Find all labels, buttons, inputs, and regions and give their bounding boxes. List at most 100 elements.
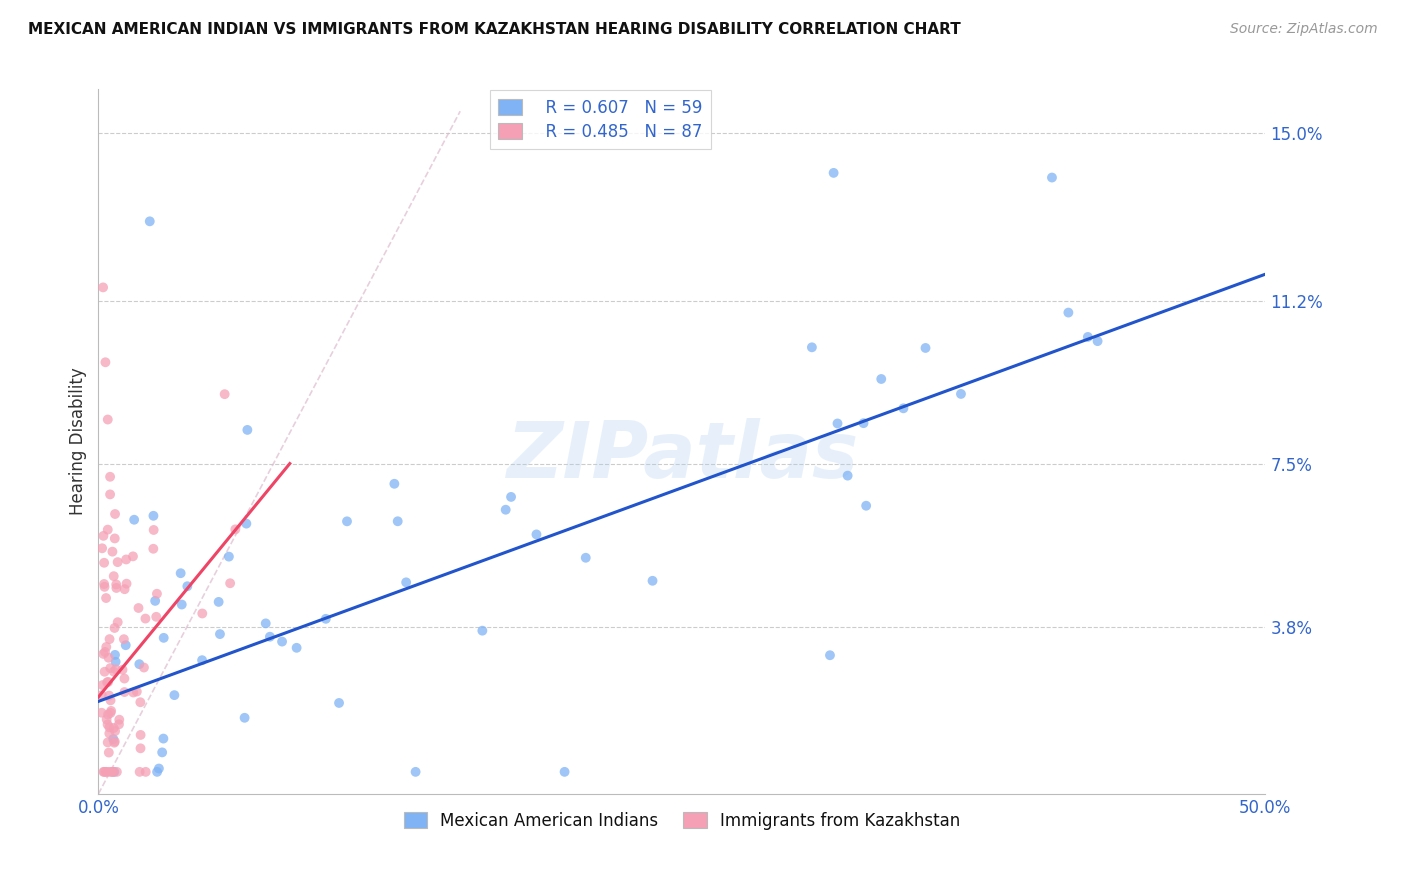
- Point: [105, 581, 128, 595]
- Point: [94, 355, 117, 369]
- Point: [818, 648, 841, 663]
- Point: [236, 423, 259, 437]
- Point: [163, 688, 186, 702]
- Point: [103, 721, 125, 735]
- Point: [395, 575, 418, 590]
- Point: [146, 587, 169, 601]
- Point: [100, 764, 122, 779]
- Point: [495, 502, 517, 516]
- Text: Source: ZipAtlas.com: Source: ZipAtlas.com: [1230, 22, 1378, 37]
- Point: [103, 665, 125, 679]
- Point: [105, 764, 128, 779]
- Point: [114, 685, 136, 699]
- Y-axis label: Hearing Disability: Hearing Disability: [69, 368, 87, 516]
- Point: [575, 550, 598, 565]
- Point: [142, 508, 165, 523]
- Point: [554, 764, 576, 779]
- Point: [104, 724, 127, 739]
- Point: [97, 707, 120, 722]
- Point: [259, 630, 281, 644]
- Point: [100, 706, 122, 720]
- Point: [827, 417, 849, 431]
- Point: [104, 655, 127, 669]
- Point: [218, 549, 240, 564]
- Point: [98, 469, 121, 483]
- Point: [914, 341, 936, 355]
- Point: [143, 594, 166, 608]
- Point: [104, 507, 127, 521]
- Point: [90, 688, 112, 702]
- Point: [135, 764, 157, 779]
- Point: [97, 650, 120, 665]
- Point: [98, 726, 121, 740]
- Point: [96, 640, 118, 654]
- Point: [145, 610, 167, 624]
- Point: [115, 576, 138, 591]
- Point: [170, 566, 193, 581]
- Point: [208, 627, 231, 641]
- Point: [191, 607, 214, 621]
- Point: [128, 657, 150, 672]
- Point: [315, 612, 337, 626]
- Point: [855, 499, 877, 513]
- Point: [94, 645, 117, 659]
- Point: [93, 529, 115, 543]
- Point: [148, 762, 170, 776]
- Point: [122, 685, 145, 699]
- Point: [1087, 334, 1109, 348]
- Point: [103, 569, 125, 583]
- Point: [91, 647, 114, 661]
- Point: [122, 549, 145, 564]
- Point: [96, 675, 118, 690]
- Point: [96, 713, 118, 727]
- Point: [128, 601, 150, 615]
- Point: [219, 576, 242, 591]
- Point: [97, 764, 120, 779]
- Point: [100, 704, 122, 718]
- Point: [108, 717, 131, 731]
- Point: [97, 735, 120, 749]
- Point: [90, 706, 112, 720]
- Point: [101, 764, 124, 779]
- Point: [499, 490, 522, 504]
- Point: [139, 214, 162, 228]
- Point: [387, 514, 409, 528]
- Point: [1057, 305, 1080, 319]
- Point: [125, 684, 148, 698]
- Point: [91, 280, 114, 294]
- Point: [94, 591, 117, 605]
- Point: [405, 764, 427, 779]
- Point: [93, 556, 115, 570]
- Point: [93, 665, 115, 679]
- Point: [93, 764, 115, 779]
- Point: [949, 387, 972, 401]
- Point: [134, 611, 156, 625]
- Point: [97, 746, 120, 760]
- Text: MEXICAN AMERICAN INDIAN VS IMMIGRANTS FROM KAZAKHSTAN HEARING DISABILITY CORRELA: MEXICAN AMERICAN INDIAN VS IMMIGRANTS FR…: [28, 22, 960, 37]
- Point: [800, 340, 823, 354]
- Point: [98, 689, 121, 703]
- Point: [103, 764, 125, 779]
- Point: [108, 713, 131, 727]
- Point: [101, 544, 124, 558]
- Point: [104, 532, 127, 546]
- Point: [107, 615, 129, 630]
- Point: [115, 552, 138, 566]
- Point: [105, 577, 128, 591]
- Point: [152, 731, 174, 746]
- Point: [98, 632, 121, 646]
- Text: ZIPatlas: ZIPatlas: [506, 417, 858, 493]
- Point: [285, 640, 308, 655]
- Point: [526, 527, 548, 541]
- Point: [114, 582, 136, 597]
- Point: [1040, 170, 1063, 185]
- Point: [271, 634, 294, 648]
- Legend: Mexican American Indians, Immigrants from Kazakhstan: Mexican American Indians, Immigrants fro…: [395, 804, 969, 838]
- Point: [94, 764, 117, 779]
- Point: [1077, 330, 1099, 344]
- Point: [142, 523, 165, 537]
- Point: [97, 412, 120, 426]
- Point: [233, 711, 256, 725]
- Point: [823, 166, 845, 180]
- Point: [107, 555, 129, 569]
